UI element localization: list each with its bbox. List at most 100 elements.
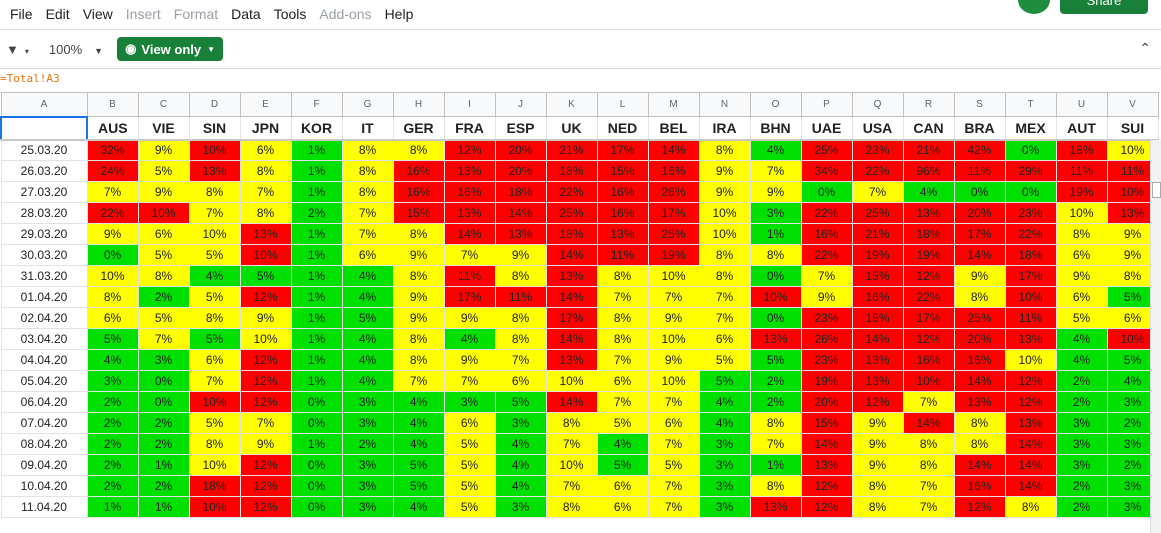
percent-cell[interactable]: 22% (800, 202, 853, 224)
percent-cell[interactable]: 3% (698, 433, 751, 455)
percent-cell[interactable]: 1% (290, 244, 343, 266)
percent-cell[interactable]: 3% (443, 391, 496, 413)
percent-cell[interactable]: 8% (698, 244, 751, 266)
percent-cell[interactable]: 7% (647, 433, 700, 455)
percent-cell[interactable]: 5% (596, 454, 649, 476)
percent-cell[interactable]: 42% (953, 139, 1006, 161)
column-header-B[interactable]: B (86, 92, 139, 117)
percent-cell[interactable]: 4% (341, 286, 394, 308)
percent-cell[interactable]: 8% (596, 307, 649, 329)
percent-cell[interactable]: 8% (953, 286, 1006, 308)
percent-cell[interactable]: 14% (545, 286, 598, 308)
percent-cell[interactable]: 4% (392, 391, 445, 413)
percent-cell[interactable]: 2% (137, 286, 190, 308)
percent-cell[interactable]: 22% (902, 286, 955, 308)
percent-cell[interactable]: 10% (545, 454, 598, 476)
percent-cell[interactable]: 15% (851, 307, 904, 329)
percent-cell[interactable]: 6% (647, 412, 700, 434)
percent-cell[interactable]: 13% (953, 391, 1006, 413)
date-cell[interactable]: 09.04.20 (0, 454, 88, 476)
percent-cell[interactable]: 3% (1055, 433, 1108, 455)
percent-cell[interactable]: 25% (545, 202, 598, 224)
percent-cell[interactable]: 12% (800, 496, 853, 518)
percent-cell[interactable]: 13% (596, 223, 649, 245)
percent-cell[interactable]: 13% (851, 370, 904, 392)
percent-cell[interactable]: 11% (596, 244, 649, 266)
percent-cell[interactable]: 2% (341, 433, 394, 455)
percent-cell[interactable]: 2% (1106, 454, 1159, 476)
percent-cell[interactable]: 15% (800, 412, 853, 434)
percent-cell[interactable]: 1% (290, 139, 343, 161)
percent-cell[interactable]: 21% (851, 223, 904, 245)
percent-cell[interactable]: 0% (749, 307, 802, 329)
country-header[interactable]: CAN (902, 116, 955, 141)
column-header-E[interactable]: E (239, 92, 292, 117)
percent-cell[interactable]: 7% (902, 475, 955, 497)
percent-cell[interactable]: 8% (392, 349, 445, 371)
percent-cell[interactable]: 1% (749, 223, 802, 245)
percent-cell[interactable]: 17% (545, 307, 598, 329)
percent-cell[interactable]: 14% (545, 244, 598, 266)
date-cell[interactable]: 04.04.20 (0, 349, 88, 371)
percent-cell[interactable]: 8% (188, 307, 241, 329)
percent-cell[interactable]: 11% (1055, 160, 1108, 182)
percent-cell[interactable]: 12% (800, 475, 853, 497)
percent-cell[interactable]: 6% (443, 412, 496, 434)
column-header-T[interactable]: T (1004, 92, 1057, 117)
percent-cell[interactable]: 10% (698, 202, 751, 224)
percent-cell[interactable]: 3% (137, 349, 190, 371)
percent-cell[interactable]: 0% (290, 412, 343, 434)
percent-cell[interactable]: 3% (1106, 433, 1159, 455)
percent-cell[interactable]: 0% (290, 454, 343, 476)
percent-cell[interactable]: 6% (86, 307, 139, 329)
percent-cell[interactable]: 5% (443, 454, 496, 476)
percent-cell[interactable]: 9% (851, 454, 904, 476)
percent-cell[interactable]: 7% (800, 265, 853, 287)
column-header-D[interactable]: D (188, 92, 241, 117)
percent-cell[interactable]: 6% (596, 370, 649, 392)
column-header-L[interactable]: L (596, 92, 649, 117)
percent-cell[interactable]: 16% (392, 181, 445, 203)
percent-cell[interactable]: 17% (902, 307, 955, 329)
percent-cell[interactable]: 7% (749, 160, 802, 182)
column-header-U[interactable]: U (1055, 92, 1108, 117)
percent-cell[interactable]: 32% (86, 139, 139, 161)
percent-cell[interactable]: 18% (188, 475, 241, 497)
percent-cell[interactable]: 5% (239, 265, 292, 287)
percent-cell[interactable]: 20% (953, 328, 1006, 350)
percent-cell[interactable]: 4% (1055, 349, 1108, 371)
percent-cell[interactable]: 3% (1055, 412, 1108, 434)
percent-cell[interactable]: 25% (953, 307, 1006, 329)
percent-cell[interactable]: 5% (443, 496, 496, 518)
percent-cell[interactable]: 0% (290, 475, 343, 497)
percent-cell[interactable]: 0% (1004, 139, 1057, 161)
percent-cell[interactable]: 3% (341, 391, 394, 413)
percent-cell[interactable]: 10% (1004, 349, 1057, 371)
percent-cell[interactable]: 9% (392, 244, 445, 266)
percent-cell[interactable]: 4% (341, 265, 394, 287)
percent-cell[interactable]: 5% (698, 349, 751, 371)
percent-cell[interactable]: 4% (341, 328, 394, 350)
country-header[interactable]: FRA (443, 116, 496, 141)
percent-cell[interactable]: 2% (749, 391, 802, 413)
percent-cell[interactable]: 5% (443, 433, 496, 455)
percent-cell[interactable]: 12% (239, 391, 292, 413)
percent-cell[interactable]: 11% (1004, 307, 1057, 329)
percent-cell[interactable]: 5% (137, 244, 190, 266)
column-header-G[interactable]: G (341, 92, 394, 117)
percent-cell[interactable]: 2% (86, 475, 139, 497)
percent-cell[interactable]: 13% (902, 202, 955, 224)
view-only-button[interactable]: ◉ View only ▼ (117, 37, 224, 61)
percent-cell[interactable]: 23% (800, 307, 853, 329)
percent-cell[interactable]: 13% (749, 328, 802, 350)
percent-cell[interactable]: 5% (749, 349, 802, 371)
percent-cell[interactable]: 7% (698, 307, 751, 329)
date-cell[interactable]: 28.03.20 (0, 202, 88, 224)
percent-cell[interactable]: 2% (1106, 412, 1159, 434)
percent-cell[interactable]: 6% (596, 496, 649, 518)
percent-cell[interactable]: 3% (86, 370, 139, 392)
percent-cell[interactable]: 9% (86, 223, 139, 245)
percent-cell[interactable]: 12% (902, 265, 955, 287)
percent-cell[interactable]: 5% (647, 454, 700, 476)
percent-cell[interactable]: 9% (392, 307, 445, 329)
